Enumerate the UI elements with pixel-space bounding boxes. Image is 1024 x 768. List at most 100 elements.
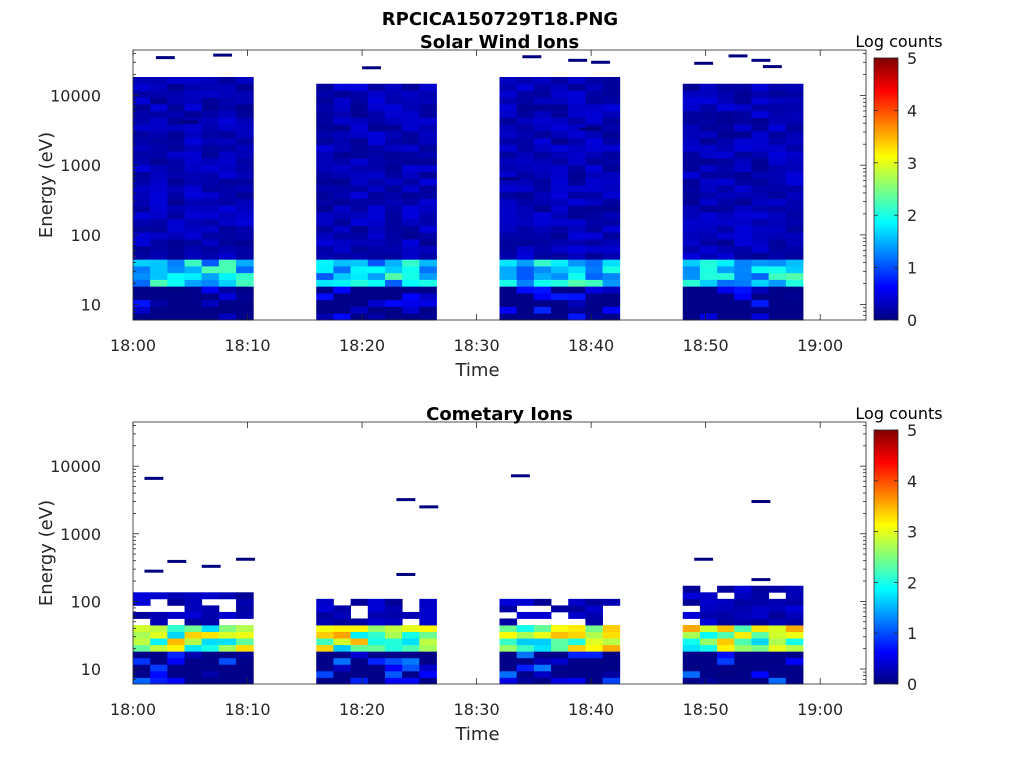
- heatmap-cell: [568, 104, 586, 112]
- heatmap-cell: [785, 605, 804, 613]
- heatmap-cell: [699, 104, 718, 112]
- heatmap-cell: [184, 592, 203, 600]
- heatmap-cell: [333, 625, 352, 632]
- heatmap-cell: [602, 266, 621, 274]
- heatmap-cell: [785, 252, 804, 260]
- heatmap-cell: [551, 137, 569, 145]
- heatmap-cell: [533, 77, 552, 85]
- heatmap-cell: [316, 677, 334, 685]
- heatmap-cell: [350, 225, 369, 233]
- heatmap-cell: [699, 178, 718, 186]
- isolated-hit: [522, 55, 542, 59]
- heatmap-cell: [218, 306, 237, 314]
- heatmap-cell: [699, 137, 718, 145]
- heatmap-cell: [184, 313, 203, 321]
- heatmap-cell: [402, 232, 420, 240]
- colorbar-tick-label: 0: [907, 311, 917, 330]
- heatmap-cell: [150, 171, 168, 179]
- heatmap-cell: [133, 670, 151, 678]
- panel-title: Solar Wind Ions: [420, 32, 579, 53]
- heatmap-cell: [419, 218, 437, 226]
- heatmap-cell: [367, 677, 386, 685]
- heatmap-cell: [717, 657, 735, 665]
- heatmap-cell: [602, 245, 621, 253]
- heatmap-cell: [768, 677, 787, 685]
- heatmap-cell: [218, 670, 237, 678]
- heatmap-cell: [682, 205, 701, 213]
- heatmap-cell: [350, 266, 369, 274]
- isolated-hit: [762, 65, 782, 69]
- heatmap-cell: [133, 97, 151, 105]
- heatmap-cell: [717, 212, 735, 220]
- heatmap-cell: [751, 218, 770, 226]
- heatmap-cell: [699, 272, 718, 280]
- heatmap-cell: [167, 592, 185, 600]
- heatmap-cell: [717, 104, 735, 112]
- heatmap-cell: [682, 677, 701, 685]
- heatmap-cell: [785, 631, 804, 639]
- heatmap-cell: [218, 266, 237, 274]
- heatmap-cell: [516, 657, 535, 665]
- heatmap-cell: [717, 191, 735, 199]
- heatmap-cell: [184, 293, 203, 301]
- heatmap-cell: [150, 198, 168, 206]
- heatmap-cell: [682, 598, 701, 606]
- heatmap-cell: [568, 299, 586, 307]
- heatmap-cell: [568, 218, 586, 226]
- heatmap-cell: [768, 232, 787, 240]
- heatmap-cell: [201, 644, 220, 652]
- heatmap-cell: [499, 299, 518, 307]
- heatmap-cell: [768, 117, 787, 125]
- heatmap-cell: [150, 185, 168, 193]
- heatmap-cell: [167, 611, 185, 619]
- heatmap-cell: [184, 77, 203, 85]
- heatmap-cell: [350, 252, 369, 260]
- heatmap-cell: [384, 625, 403, 632]
- heatmap-cell: [516, 299, 535, 307]
- heatmap-cell: [602, 131, 621, 139]
- heatmap-cell: [150, 664, 168, 672]
- heatmap-cell: [133, 266, 151, 274]
- heatmap-cell: [551, 104, 569, 112]
- heatmap-cell: [785, 286, 804, 294]
- heatmap-cell: [533, 272, 552, 280]
- heatmap-cell: [785, 97, 804, 105]
- heatmap-cell: [682, 97, 701, 105]
- heatmap-cell: [682, 611, 701, 619]
- heatmap-cell: [167, 212, 185, 220]
- heatmap-cell: [551, 631, 569, 639]
- heatmap-cell: [533, 164, 552, 172]
- heatmap-cell: [699, 306, 718, 314]
- heatmap-cell: [167, 110, 185, 118]
- heatmap-cell: [699, 117, 718, 125]
- heatmap-cell: [768, 313, 787, 321]
- heatmap-cell: [201, 677, 220, 685]
- heatmap-cell: [384, 90, 403, 98]
- heatmap-cell: [682, 198, 701, 206]
- colorbar-tick-label: 1: [907, 624, 917, 643]
- heatmap-cell: [699, 232, 718, 240]
- heatmap-cell: [568, 611, 586, 619]
- heatmap-cell: [499, 205, 518, 213]
- heatmap-cell: [184, 605, 203, 613]
- heatmap-cell: [734, 178, 752, 186]
- heatmap-cell: [751, 605, 770, 613]
- heatmap-cell: [585, 618, 603, 626]
- heatmap-cell: [218, 259, 237, 267]
- heatmap-cell: [402, 631, 420, 639]
- heatmap-cell: [350, 137, 369, 145]
- heatmap-cell: [184, 225, 203, 233]
- isolated-hit: [510, 474, 530, 478]
- heatmap-cell: [717, 90, 735, 98]
- y-tick-label: 1000: [60, 525, 101, 544]
- heatmap-cell: [682, 657, 701, 665]
- heatmap-cell: [316, 299, 334, 307]
- heatmap-cell: [568, 198, 586, 206]
- heatmap-cell: [768, 625, 787, 632]
- heatmap-cell: [533, 171, 552, 179]
- heatmap-cell: [167, 158, 185, 166]
- heatmap-cell: [533, 83, 552, 91]
- heatmap-cell: [699, 239, 718, 247]
- heatmap-cell: [316, 293, 334, 301]
- heatmap-cell: [751, 117, 770, 125]
